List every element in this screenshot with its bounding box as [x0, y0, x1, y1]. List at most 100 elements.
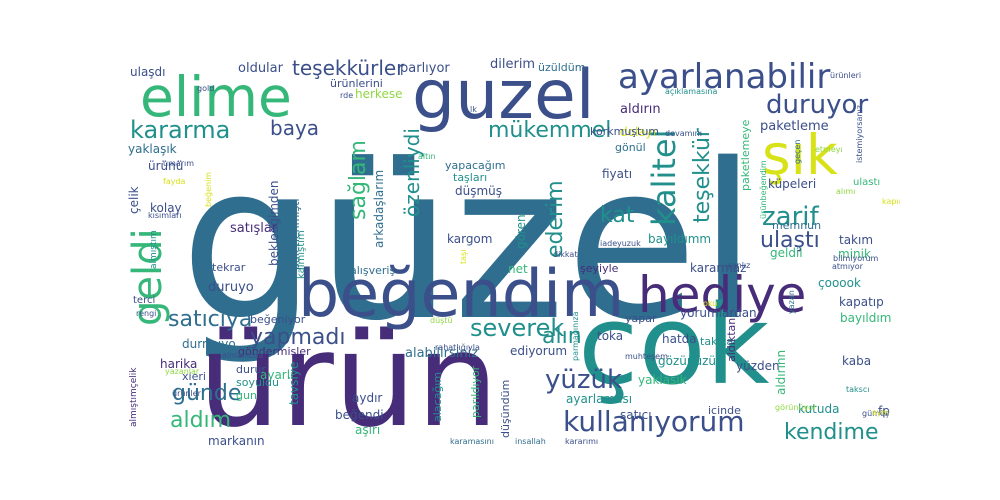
- word-goren: gören: [514, 214, 528, 249]
- word-geldii: geldii: [770, 246, 803, 260]
- word-tekrar: tekrar: [212, 261, 246, 274]
- word-oku: oku: [703, 299, 718, 308]
- word-arkadaslarim: arkadaşlarım: [372, 169, 386, 248]
- word-gold: gold: [197, 84, 215, 93]
- word-minik: minik: [838, 247, 871, 261]
- word-ayarlanabilir: ayarlanabilir: [618, 57, 831, 97]
- word-kaba: kaba: [842, 354, 872, 368]
- word-fayda: fayda: [163, 177, 186, 186]
- word-guzel: güzel: [180, 117, 758, 368]
- word-yazan: yazan: [787, 290, 796, 314]
- word-alabilirsiniz: alabilirsiniz: [405, 346, 479, 361]
- word-lk: lk: [470, 105, 477, 114]
- word-aciklamasina: açıklamasına: [665, 87, 718, 96]
- word-kalmistim: kalmıştım: [296, 230, 307, 279]
- word-sik: şık: [762, 123, 838, 187]
- word-rde: rde: [340, 91, 354, 100]
- word-yapar: yapar: [625, 312, 657, 325]
- word-korkmustum: korkmuştum: [590, 125, 660, 138]
- word-dikkat: dikkat: [553, 250, 578, 259]
- word-ozenliydi: özenliydi: [400, 128, 424, 217]
- word-insallah: insallah: [515, 437, 546, 446]
- word-urunleri: ürünleri: [830, 71, 862, 80]
- word-kat: kat: [600, 203, 635, 228]
- word-severek: severek: [470, 314, 565, 342]
- word-ederim: ederim: [543, 180, 568, 258]
- word-oldular: oldular: [238, 61, 283, 76]
- word-soyuldu: soyuldu: [236, 376, 279, 389]
- word-alin: alın: [542, 324, 582, 349]
- word-kolay: kolay: [150, 201, 182, 215]
- word-yaklasik: yaklasik: [638, 373, 687, 387]
- word-begendi: beğendi: [335, 408, 384, 422]
- word-tavsiye: tavsiye: [287, 361, 301, 405]
- word-rengi: rengi: [136, 309, 157, 318]
- word-ulasti: ulaştı: [760, 228, 820, 253]
- word-kapatip: kapatıp: [839, 295, 884, 309]
- word-kupeleri: küpeleri: [768, 177, 817, 191]
- word-dusundum: düşündüm: [499, 379, 512, 438]
- word-urunbegendim: ürünbeğendim: [759, 160, 768, 219]
- word-mukemmel: mükemmel: [488, 118, 612, 143]
- word-takim: takım: [839, 233, 874, 247]
- word-alacagim: alacağım: [431, 371, 444, 422]
- word-iade: iade: [600, 239, 618, 248]
- word-devamini: devamını: [665, 129, 702, 138]
- word-tesekkur: teşekkür: [690, 128, 715, 223]
- word-rahatligiyla: rahatlığıyla: [435, 343, 480, 352]
- word-net: net: [508, 262, 528, 276]
- word-cloud: güzel ürün çok beğendim guzel elime şık hediye a…: [125, 50, 900, 450]
- word-parliyor: parlıyor: [400, 61, 450, 76]
- word-baya: baya: [270, 116, 320, 140]
- word-yorumlardan: yorumlardan: [680, 306, 757, 320]
- word-etmeyi: etmeyı: [815, 145, 843, 154]
- word-kapima: kapıma: [882, 197, 900, 206]
- word-taslari: taşları: [453, 171, 488, 184]
- word-cok: çok: [578, 281, 770, 409]
- word-aldirinn: aldırınn: [774, 349, 788, 395]
- word-gondermisler: göndermişler: [238, 345, 311, 358]
- word-durmuyo: durmuyo: [182, 337, 236, 351]
- word-seyiyle: şeyiyle: [580, 262, 619, 275]
- word-aldirin: aldırın: [620, 102, 661, 117]
- word-ayarli: ayarlı: [260, 368, 294, 382]
- word-kararma: kararma: [130, 116, 231, 144]
- word-guzel: guzel: [412, 56, 595, 135]
- word-parildiyor: parıldıyor: [469, 365, 482, 418]
- word-begenim: beğenim: [204, 171, 213, 207]
- word-atmiyor: atmıyor: [832, 262, 863, 271]
- word-dilerim: dilerim: [490, 57, 536, 72]
- word-elime: elime: [140, 65, 292, 129]
- word-markanin: markanın: [208, 434, 265, 448]
- word-ayarlamasi: ayarlaması: [566, 392, 633, 406]
- word-ediyorum: ediyorum: [510, 344, 568, 358]
- word-kullaniyorum: kullanıyorum: [563, 405, 745, 438]
- word-takicam: takıcam: [700, 335, 744, 348]
- word-tasi: taşı: [459, 249, 468, 264]
- word-parmaginiza: parmağınıza: [571, 311, 580, 361]
- word-taksci: takscı: [846, 385, 870, 394]
- word-urunu: ürünü: [148, 159, 184, 173]
- word-saticiya: satıcıya: [168, 307, 253, 332]
- word-hatda: hatda: [662, 332, 697, 346]
- word-yapacagim: yapacağım: [445, 159, 506, 172]
- word-urunlerini: ürünlerini: [330, 77, 383, 90]
- word-bayildimm: bayıldımm: [648, 232, 712, 246]
- word-dustu: düştü: [430, 316, 453, 325]
- word-kalitel: kalitel: [645, 129, 683, 226]
- word-bayildim: bayıldım: [840, 311, 892, 325]
- word-kisimlari: kısımları: [148, 211, 182, 220]
- word-asiri: aşırı: [355, 423, 381, 437]
- word-gorunuyor: görünüyor: [775, 403, 817, 412]
- word-alisveris: alışveriş: [350, 264, 396, 277]
- word-kargom: kargom: [447, 232, 493, 246]
- word-memnun: memnun: [772, 219, 822, 232]
- word-yaklasik: yaklaşık: [128, 142, 177, 156]
- word-gumus: gümüş: [862, 409, 890, 418]
- word-yanliz: yanlız: [727, 261, 751, 270]
- word-aldiktan: aldıktan: [725, 317, 738, 362]
- word-dolayi: dolayı: [620, 125, 657, 139]
- word-icinde: icinde: [708, 404, 741, 417]
- word-gonul: gönül: [615, 141, 646, 154]
- word-hediye: hediye: [638, 266, 807, 324]
